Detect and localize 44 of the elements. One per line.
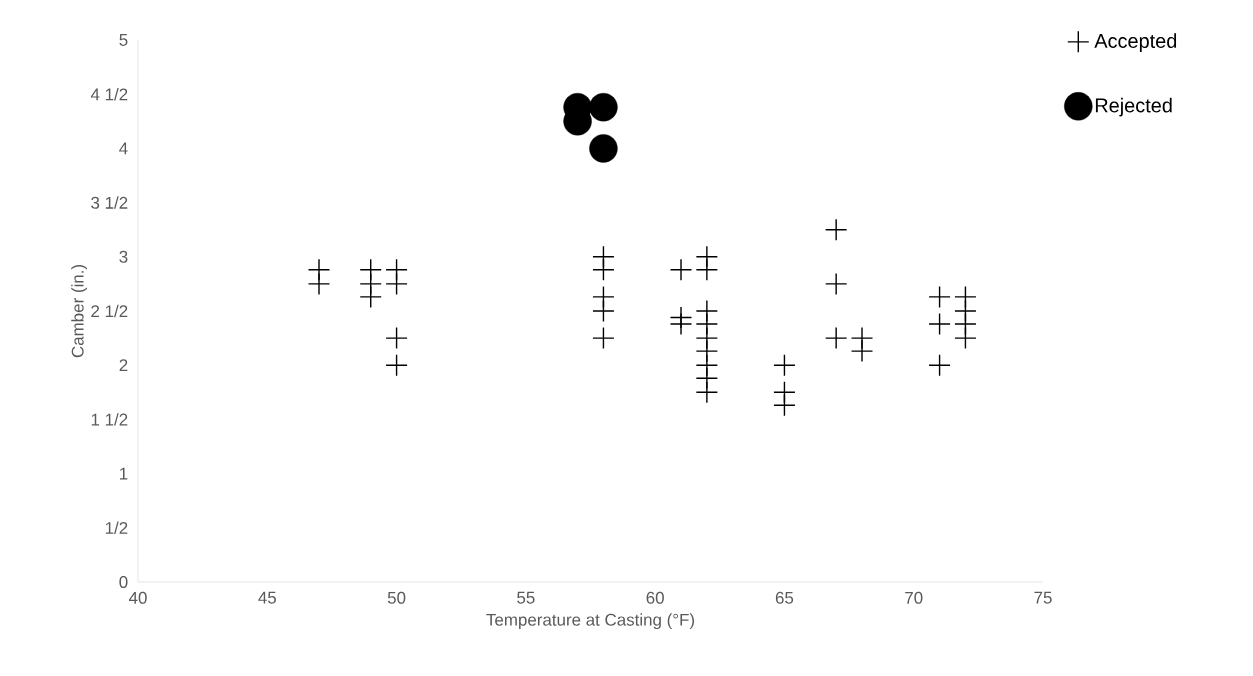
x-tick-label: 50 xyxy=(387,591,406,604)
legend-label: Rejected xyxy=(1095,97,1172,117)
point xyxy=(773,354,795,376)
x-tick-label: 45 xyxy=(258,591,276,604)
x-tick-label: 75 xyxy=(1034,591,1052,604)
legend-label: Accepted xyxy=(1094,33,1177,52)
y-tick-label: 2 xyxy=(119,359,128,372)
x-axis-title: Temperature at Casting (°F) xyxy=(486,613,695,630)
point xyxy=(851,340,873,362)
point xyxy=(360,286,382,308)
y-tick-label: 4 1/2 xyxy=(90,87,128,101)
point xyxy=(592,327,614,349)
y-tick-label: 3 xyxy=(119,250,128,263)
x-tick-label: 60 xyxy=(646,591,664,604)
y-tick-label: 4 xyxy=(119,142,128,155)
x-tick-label: 70 xyxy=(905,591,923,604)
point xyxy=(589,134,618,163)
point xyxy=(696,259,718,281)
x-tick-label: 55 xyxy=(517,591,535,604)
point xyxy=(929,313,951,335)
point xyxy=(589,92,618,122)
y-tick-label: 1/2 xyxy=(105,521,128,535)
point xyxy=(670,259,692,281)
y-tick-label: 1 xyxy=(120,467,128,480)
point xyxy=(825,273,847,295)
point xyxy=(929,286,951,308)
point xyxy=(386,273,408,295)
y-tick-label: 1 1/2 xyxy=(91,413,128,426)
point xyxy=(592,300,614,322)
point xyxy=(929,354,951,376)
point xyxy=(308,273,330,295)
y-tick-label: 2 1/2 xyxy=(91,304,128,318)
point xyxy=(670,313,692,335)
point xyxy=(825,327,847,349)
point xyxy=(825,219,847,241)
y-tick-label: 5 xyxy=(119,34,128,46)
point xyxy=(954,327,976,349)
y-tick-label: 0 xyxy=(119,575,128,588)
point xyxy=(386,354,408,376)
x-tick-label: 40 xyxy=(128,591,147,604)
point xyxy=(386,327,408,349)
x-tick-label: 65 xyxy=(775,591,794,604)
y-axis-title: Camber (in.) xyxy=(71,265,87,358)
y-tick-label: 3 1/2 xyxy=(91,196,128,209)
